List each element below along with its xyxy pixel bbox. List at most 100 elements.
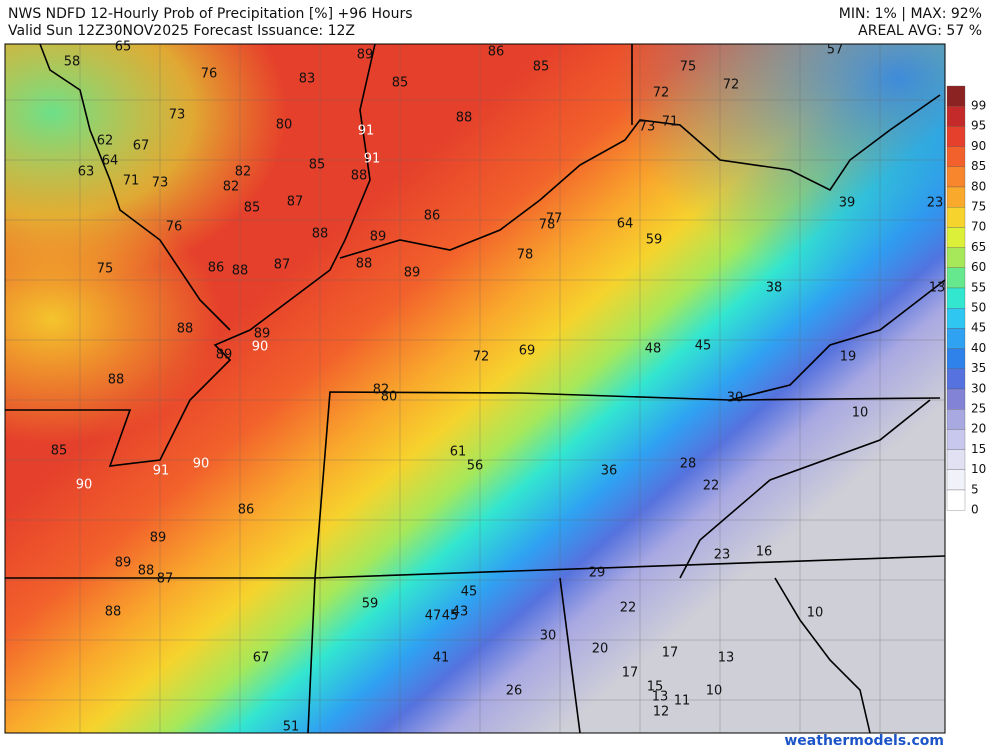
map-value-label: 57 bbox=[827, 43, 844, 58]
colorbar-label: 90 bbox=[971, 139, 986, 153]
map-value-label: 72 bbox=[723, 78, 740, 93]
map-value-label: 85 bbox=[309, 158, 326, 173]
map-value-label: 43 bbox=[452, 605, 469, 620]
colorbar-label: 20 bbox=[971, 422, 986, 436]
map-value-label: 78 bbox=[517, 248, 534, 263]
map-value-label: 71 bbox=[662, 115, 679, 130]
map-value-label: 91 bbox=[358, 124, 375, 139]
colorbar-label: 5 bbox=[971, 482, 979, 496]
credit: weathermodels.com bbox=[784, 733, 944, 749]
map-value-label: 89 bbox=[150, 531, 167, 546]
map-value-label: 91 bbox=[153, 464, 170, 479]
colorbar-swatch bbox=[946, 449, 966, 470]
map-value-label: 88 bbox=[105, 605, 122, 620]
colorbar-swatch bbox=[946, 267, 966, 289]
colorbar-label: 95 bbox=[971, 119, 986, 133]
map-value-label: 80 bbox=[276, 118, 293, 133]
colorbar-label: 25 bbox=[971, 402, 986, 416]
map-value-label: 28 bbox=[680, 457, 697, 472]
map-value-label: 88 bbox=[456, 111, 473, 126]
map-value-label: 67 bbox=[253, 651, 270, 666]
colorbar-label: 15 bbox=[971, 442, 986, 456]
title: NWS NDFD 12-Hourly Prob of Precipitation… bbox=[8, 6, 413, 22]
map-value-label: 82 bbox=[223, 180, 240, 195]
map-value-label: 86 bbox=[238, 503, 255, 518]
colorbar-swatch bbox=[946, 348, 966, 369]
map-value-label: 89 bbox=[216, 348, 233, 363]
map-value-label: 90 bbox=[193, 457, 210, 472]
map-value-label: 71 bbox=[123, 174, 140, 189]
map-value-label: 85 bbox=[392, 76, 409, 91]
colorbar-label: 85 bbox=[971, 159, 986, 173]
map-value-label: 38 bbox=[766, 281, 783, 296]
map-value-label: 63 bbox=[78, 165, 95, 180]
map-value-label: 48 bbox=[645, 342, 662, 357]
map-value-label: 88 bbox=[356, 257, 373, 272]
map-value-label: 45 bbox=[442, 609, 459, 624]
map-value-label: 15 bbox=[647, 680, 664, 695]
colorbar-swatch bbox=[946, 429, 966, 450]
colorbar-label: 40 bbox=[971, 341, 986, 355]
map-value-label: 89 bbox=[404, 266, 421, 281]
map-value-label: 39 bbox=[839, 196, 856, 211]
map-value-label: 30 bbox=[540, 629, 557, 644]
map-value-label: 73 bbox=[639, 120, 656, 135]
map-value-label: 22 bbox=[620, 601, 637, 616]
map-value-label: 23 bbox=[714, 548, 731, 563]
stats: MIN: 1% | MAX: 92% bbox=[839, 6, 982, 22]
map-value-label: 29 bbox=[589, 566, 606, 581]
colorbar-label: 30 bbox=[971, 381, 986, 395]
map-value-label: 13 bbox=[929, 281, 946, 296]
map-value-label: 89 bbox=[115, 556, 132, 571]
colorbar-label: 80 bbox=[971, 179, 986, 193]
map-value-label: 36 bbox=[601, 464, 618, 479]
map-value-label: 83 bbox=[299, 72, 316, 87]
colorbar-label: 50 bbox=[971, 301, 986, 315]
map-value-label: 47 bbox=[425, 609, 442, 624]
map-value-label: 20 bbox=[592, 642, 609, 657]
map-value-label: 64 bbox=[102, 154, 119, 169]
colorbar-label: 45 bbox=[971, 321, 986, 335]
map-value-label: 19 bbox=[840, 350, 857, 365]
map-labels: 65 58 76 83 89 86 85 75 57 85 72 72 73 80 88 91 73 71 62 67… bbox=[51, 40, 946, 735]
map-value-label: 17 bbox=[622, 666, 639, 681]
map-value-label: 59 bbox=[362, 597, 379, 612]
subtitle: Valid Sun 12Z30NOV2025 Forecast Issuance… bbox=[8, 23, 355, 39]
colorbar-swatch bbox=[946, 85, 966, 107]
colorbar-label: 55 bbox=[971, 280, 986, 294]
map bbox=[4, 43, 946, 734]
colorbar-label: 75 bbox=[971, 200, 986, 214]
map-value-label: 10 bbox=[852, 406, 869, 421]
colorbar-swatch bbox=[946, 469, 966, 491]
map-value-label: 89 bbox=[357, 48, 374, 63]
colorbar-label: 70 bbox=[971, 220, 986, 234]
colorbar-swatch bbox=[946, 186, 966, 208]
colorbar-swatch bbox=[946, 106, 966, 127]
map-value-label: 10 bbox=[807, 606, 824, 621]
map-value-label: 86 bbox=[488, 45, 505, 60]
map-value-label: 64 bbox=[617, 217, 634, 232]
map-value-label: 90 bbox=[252, 340, 269, 355]
map-value-label: 77 bbox=[546, 212, 563, 227]
map-value-label: 45 bbox=[695, 339, 712, 354]
map-value-label: 10 bbox=[706, 684, 723, 699]
colorbar-swatch bbox=[946, 146, 966, 167]
colorbar-swatch bbox=[946, 227, 966, 248]
map-value-label: 85 bbox=[244, 201, 261, 216]
map-value-label: 90 bbox=[76, 478, 93, 493]
map-value-label: 30 bbox=[727, 391, 744, 406]
colorbar-swatch bbox=[946, 328, 966, 349]
map-value-label: 88 bbox=[177, 322, 194, 337]
map-value-label: 87 bbox=[157, 572, 174, 587]
map-value-label: 65 bbox=[115, 40, 132, 55]
map-value-label: 86 bbox=[424, 209, 441, 224]
colorbar-swatch bbox=[946, 126, 966, 147]
map-value-label: 11 bbox=[674, 694, 691, 709]
map-value-label: 85 bbox=[533, 60, 550, 75]
map-value-label: 89 bbox=[370, 230, 387, 245]
map-value-label: 61 bbox=[450, 445, 467, 460]
map-value-label: 76 bbox=[166, 220, 183, 235]
map-value-label: 59 bbox=[646, 233, 663, 248]
map-value-label: 88 bbox=[312, 227, 329, 242]
